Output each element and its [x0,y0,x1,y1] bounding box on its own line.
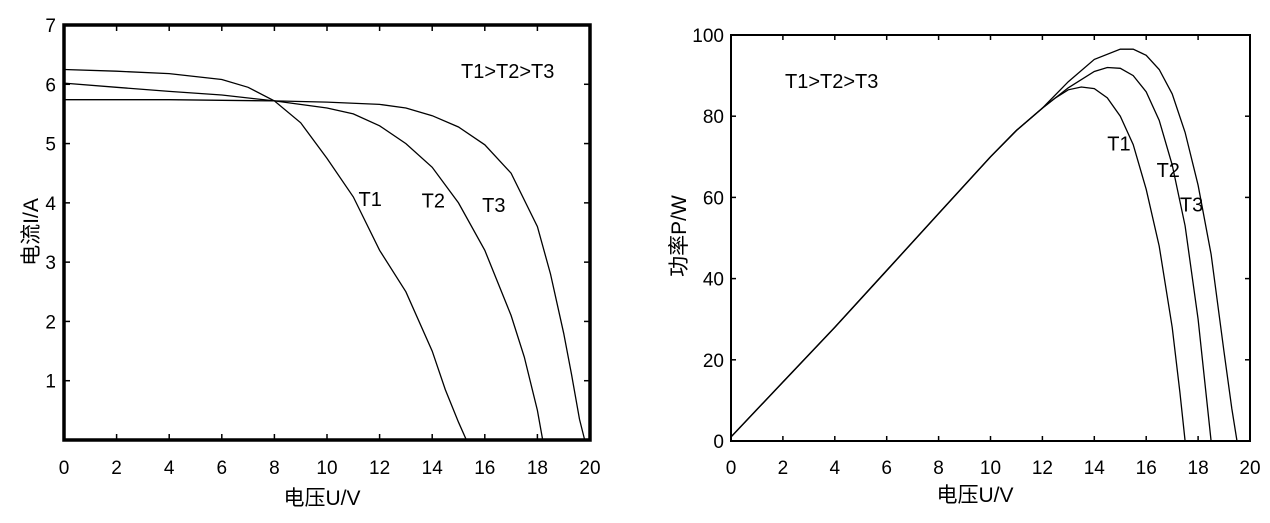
pv-x-axis-label: 电压U/V [936,484,1013,507]
pv-x-tick-label: 16 [1136,458,1157,479]
iv-curve-label-t1: T1 [359,189,382,211]
iv-series-t2 [63,82,544,441]
pv-y-tick-label: 100 [692,26,724,47]
iv-x-tick-label: 10 [316,458,337,479]
pv-annotation: T1>T2>T3 [785,71,878,93]
pv-y-tick-label: 0 [713,432,724,453]
iv-series-t3 [64,99,586,441]
iv-curve-label-t3: T3 [482,195,505,217]
pv-curve-label-t3: T3 [1180,195,1203,217]
iv-y-tick-label: 4 [45,194,56,215]
iv-ticks [63,24,591,440]
iv-y-axis-label: 电流I/A [20,198,43,266]
pv-x-tick-label: 14 [1084,458,1106,479]
iv-x-tick-label: 2 [111,458,122,479]
iv-x-tick-label: 4 [164,458,175,479]
iv-x-tick-label: 14 [422,458,444,479]
iv-y-tick-label: 5 [45,135,56,156]
pv-ticks [730,34,1251,442]
iv-x-tick-label: 6 [217,458,228,479]
pv-x-tick-label: 8 [933,458,944,479]
iv-x-tick-label: 20 [579,458,600,479]
pv-x-tick-label: 18 [1188,458,1209,479]
pv-y-axis-label: 功率P/W [668,195,691,277]
pv-tick-labels: 0 2 4 6 8 10 12 14 16 18 20 0 20 40 60 80 100 [692,26,1260,479]
pv-x-tick-label: 6 [881,458,892,479]
pv-curve-label-t1: T1 [1107,134,1130,156]
pv-series-t3 [730,48,1238,442]
pv-series-t2 [730,66,1212,442]
iv-x-tick-label: 8 [269,458,280,479]
iv-x-axis-label: 电压U/V [283,487,360,510]
iv-x-tick-label: 12 [369,458,390,479]
iv-x-tick-label: 18 [527,458,548,479]
iv-y-tick-label: 3 [45,253,56,274]
iv-y-tick-label: 7 [45,16,56,37]
iv-y-tick-label: 1 [45,372,56,393]
pv-x-tick-label: 2 [778,458,789,479]
pv-x-tick-label: 12 [1032,458,1053,479]
iv-plot-frame [62,23,592,442]
iv-curve-label-t2: T2 [422,191,445,213]
pv-curves [730,48,1238,442]
pv-x-tick-label: 0 [726,458,737,479]
pv-y-tick-label: 80 [703,107,724,128]
pv-x-tick-label: 10 [980,458,1001,479]
iv-annotation: T1>T2>T3 [461,61,554,83]
pv-curve-label-t2: T2 [1157,160,1180,182]
iv-curves [63,68,586,441]
pv-x-tick-label: 20 [1239,458,1260,479]
pv-plot-frame [730,34,1251,442]
iv-series-t1 [63,68,467,441]
pv-y-tick-label: 20 [703,351,724,372]
pv-y-tick-label: 60 [703,188,724,209]
iv-x-tick-label: 16 [474,458,495,479]
pv-x-tick-label: 4 [830,458,841,479]
pv-chart: 0 2 4 6 8 10 12 14 16 18 20 0 20 40 60 80 100 T1>T2>T3 电… [668,26,1261,507]
pv-y-tick-label: 40 [703,270,724,291]
iv-y-tick-label: 2 [45,312,56,333]
iv-y-tick-label: 6 [45,75,56,96]
iv-x-tick-label: 0 [59,458,70,479]
